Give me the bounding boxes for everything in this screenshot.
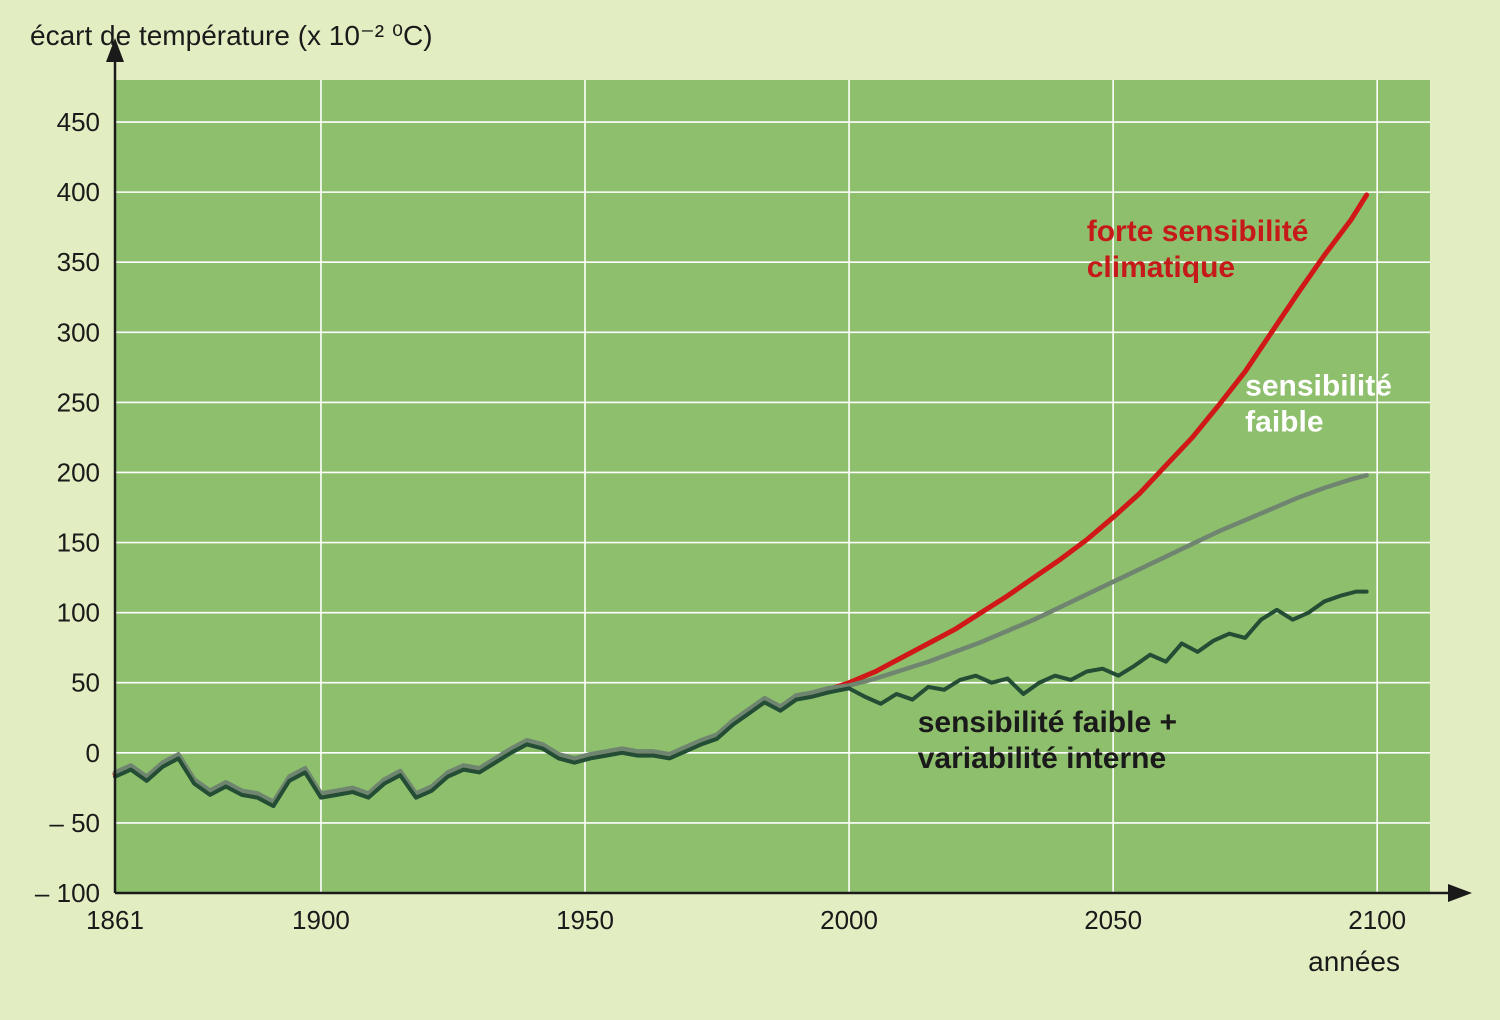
series-label-text: variabilité interne — [918, 742, 1166, 775]
plot-bg — [115, 80, 1430, 893]
line-chart: forte sensibilitéclimatique sensibilitéfa… — [0, 0, 1500, 1020]
x-tick-label: 1900 — [292, 905, 350, 935]
series-label-text: climatique — [1087, 251, 1235, 284]
x-tick-label: 2100 — [1348, 905, 1406, 935]
series-label-text: sensibilité faible + — [918, 706, 1177, 739]
y-tick-label: 200 — [57, 457, 100, 487]
x-tick-label: 2050 — [1084, 905, 1142, 935]
y-tick-label: 450 — [57, 107, 100, 137]
x-tick-label: 1950 — [556, 905, 614, 935]
series-label-text: forte sensibilité — [1087, 215, 1309, 248]
x-tick-label: 2000 — [820, 905, 878, 935]
y-tick-label: 0 — [86, 738, 100, 768]
y-tick-label: 150 — [57, 528, 100, 558]
y-tick-label: 50 — [71, 668, 100, 698]
series-label-text: sensibilité — [1245, 369, 1392, 402]
y-axis-title: écart de température (x 10⁻² ⁰C) — [30, 20, 433, 51]
x-axis-title: années — [1308, 946, 1400, 977]
y-tick-label: – 50 — [49, 808, 100, 838]
y-tick-label: 100 — [57, 598, 100, 628]
x-tick-label: 1861 — [86, 905, 144, 935]
y-tick-label: 250 — [57, 387, 100, 417]
series-label-text: faible — [1245, 405, 1323, 438]
y-tick-label: 350 — [57, 247, 100, 277]
y-tick-label: – 100 — [35, 878, 100, 908]
y-tick-label: 400 — [57, 177, 100, 207]
y-tick-label: 300 — [57, 317, 100, 347]
chart-container: forte sensibilitéclimatique sensibilitéfa… — [0, 0, 1500, 1020]
